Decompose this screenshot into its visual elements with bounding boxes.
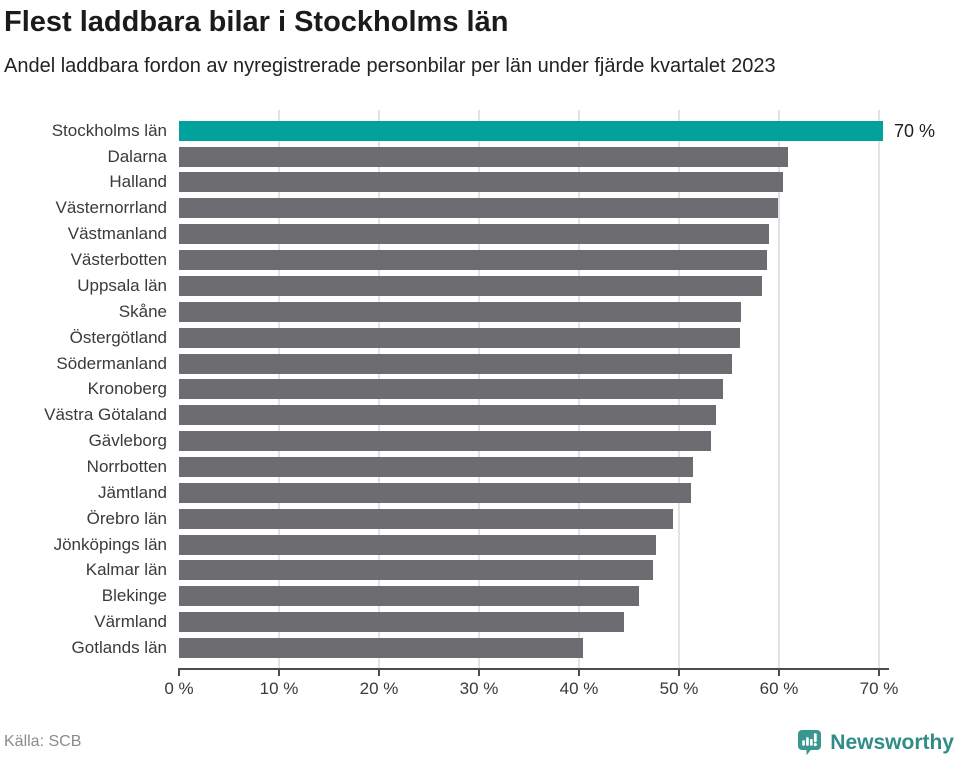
brand-logo: Newsworthy [797, 729, 954, 756]
x-tick-70 [878, 668, 880, 676]
category-label: Gävleborg [88, 431, 167, 451]
category-label: Kronoberg [87, 379, 167, 399]
x-tick-50 [678, 668, 680, 676]
gridline-60 [778, 110, 780, 668]
category-label: Västra Götaland [44, 405, 167, 425]
bar-Värmland [179, 612, 624, 633]
x-tick-20 [378, 668, 380, 676]
x-tick-label: 40 % [559, 679, 599, 698]
category-label: Gotlands län [71, 638, 167, 658]
bar-Örebro län [179, 508, 673, 529]
category-label: Norrbotten [86, 457, 167, 476]
plot-area [179, 110, 889, 668]
category-label: Blekinge [101, 586, 167, 606]
bar-Halland [179, 172, 783, 193]
category-label: Jönköpings län [53, 534, 167, 554]
bar-Västernorrland [179, 198, 778, 219]
category-label: Halland [109, 172, 167, 192]
x-axis-line [179, 668, 889, 670]
category-label: Skåne [118, 301, 167, 321]
chart-title: Flest laddbara bilar i Stockholms län [4, 6, 509, 38]
x-tick-60 [778, 668, 780, 676]
category-label: Västmanland [67, 224, 167, 244]
x-tick-30 [478, 668, 480, 676]
bar-Blekinge [179, 586, 639, 607]
bar-Uppsala län [179, 275, 762, 296]
gridline-70 [878, 110, 880, 668]
x-tick-40 [578, 668, 580, 676]
bar-Stockholms län [179, 120, 883, 141]
category-label: Kalmar län [85, 560, 167, 580]
bar-Västra Götaland [179, 405, 716, 426]
category-label: Västerbotten [70, 250, 167, 270]
bar-Norrbotten [179, 457, 693, 477]
bar-Södermanland [179, 353, 732, 374]
brand-name: Newsworthy [830, 730, 954, 754]
x-tick-label: 60 % [759, 679, 799, 698]
category-label: Östergötland [69, 327, 167, 347]
x-tick-label: 10 % [259, 679, 299, 698]
x-tick-0 [178, 668, 180, 676]
category-label: Värmland [94, 612, 167, 632]
x-tick-label: 0 % [164, 679, 194, 698]
bar-Jämtland [179, 482, 691, 503]
chart-subtitle: Andel laddbara fordon av nyregistrerade … [4, 55, 776, 77]
category-label: Jämtland [98, 482, 167, 502]
category-label: Örebro län [86, 508, 167, 528]
x-tick-label: 30 % [459, 679, 499, 698]
newsworthy-icon [797, 729, 822, 756]
x-tick-10 [278, 668, 280, 676]
category-label: Västernorrland [55, 198, 167, 218]
x-tick-label: 70 % [859, 679, 899, 698]
category-label: Stockholms län [51, 120, 167, 140]
bar-Gävleborg [179, 431, 711, 452]
source-note: Källa: SCB [4, 733, 82, 750]
category-label: Dalarna [107, 146, 167, 166]
bar-Västerbotten [179, 250, 767, 271]
bar-Västmanland [179, 224, 769, 245]
x-tick-label: 20 % [359, 679, 399, 698]
bar-Gotlands län [179, 638, 583, 659]
category-label: Uppsala län [77, 275, 167, 295]
bar-Skåne [179, 301, 741, 322]
bar-Kronoberg [179, 379, 723, 400]
category-label: Södermanland [56, 353, 167, 373]
bar-Jönköpings län [179, 534, 656, 555]
bar-Kalmar län [179, 560, 653, 581]
x-tick-label: 50 % [659, 679, 699, 698]
bar-Dalarna [179, 146, 788, 167]
value-label: 70 % [894, 120, 936, 141]
bar-Östergötland [179, 327, 740, 348]
